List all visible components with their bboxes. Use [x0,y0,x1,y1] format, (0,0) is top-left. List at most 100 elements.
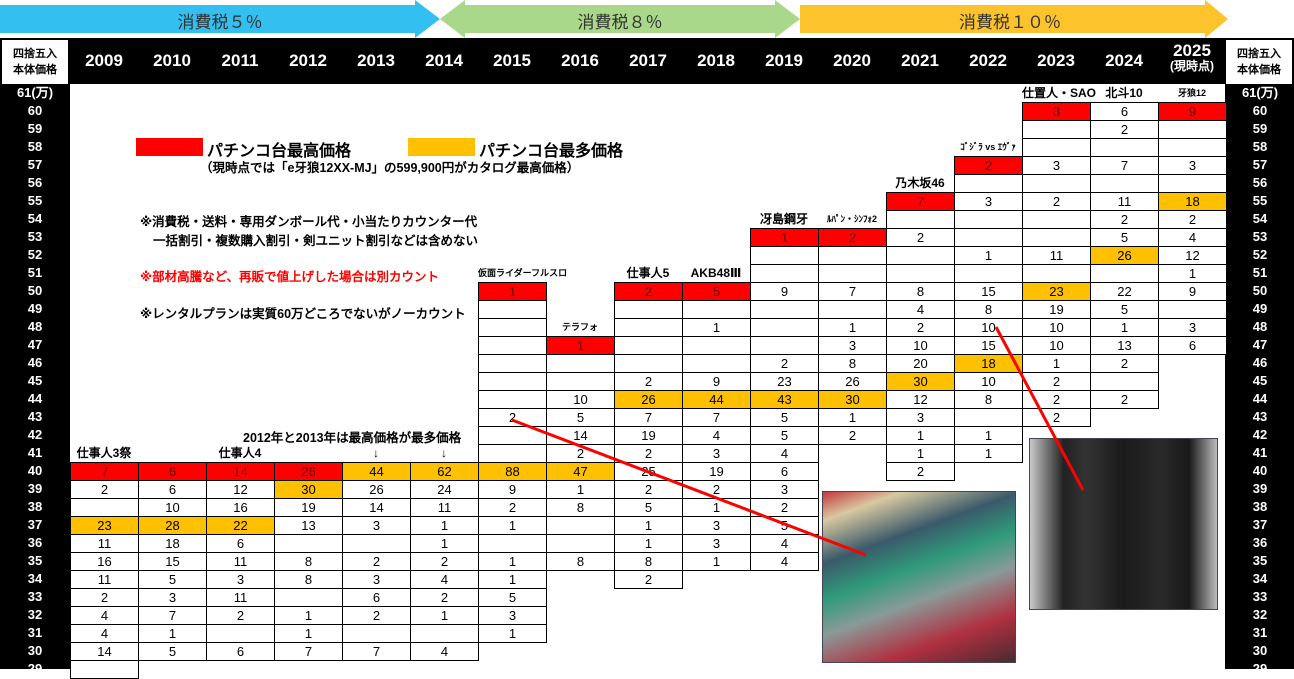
price-label: 45 [1252,373,1268,388]
year-header-2024: 2024 [1105,51,1143,70]
price-cell: 4 [750,552,819,571]
price-label: 52 [27,247,43,262]
price-label: 58 [27,139,43,154]
year-header-2010: 2010 [153,51,191,70]
price-cell: 23 [1022,282,1091,301]
price-cell: 16 [70,552,139,571]
price-label: 47 [1252,337,1268,352]
price-label: 39 [1252,481,1268,496]
machine-label: ↓ [441,446,447,460]
year-subtext: (現時点) [1170,59,1214,73]
price-label: 35 [1252,553,1268,568]
price-label: 60 [1252,103,1268,118]
price-label: 34 [27,571,43,586]
price-label: 30 [27,643,43,658]
price-label: 38 [27,499,43,514]
price-label: 37 [27,517,43,532]
price-label: 57 [1252,157,1268,172]
machine-label: AKB48Ⅲ [690,266,742,280]
year-header-2011: 2011 [221,51,259,70]
price-cell: 4 [1158,228,1227,247]
tax-5-arrow [0,0,440,38]
price-label: 38 [1252,499,1268,514]
price-cell: 11 [70,570,139,589]
legend-most-swatch [408,138,475,156]
price-cell: 2 [1090,390,1159,409]
price-cell: 12 [886,390,955,409]
exclusion-note-1: ※消費税・送料・専用ダンボール代・小当たりカウンター代 [140,215,478,229]
price-label: 55 [1252,193,1268,208]
price-label: 48 [27,319,43,334]
price-label: 60 [27,103,43,118]
machine-label: ↓ [373,446,379,460]
price-label: 49 [1252,301,1268,316]
price-cell: 11 [206,588,275,607]
price-label: 42 [1252,427,1268,442]
machine-label: ｺﾞｼﾞﾗ vs ｴｳﾞｧ [960,142,1016,152]
year-header-bar [0,38,1294,84]
price-label: 51 [1252,265,1268,280]
year-header-2014: 2014 [425,51,463,70]
price-label: 41 [27,445,43,460]
machine-label: 仕事人5 [626,266,670,280]
price-cell: 1 [478,624,547,643]
price-label: 32 [27,607,43,622]
price-label: 53 [1252,229,1268,244]
price-cell: 14 [206,462,275,481]
current-max-note: （現時点では「e牙狼12XX-MJ」の599,900円がカタログ最高価格） [200,161,580,175]
price-label: 43 [27,409,43,424]
year-header-2017: 2017 [629,51,667,70]
price-label: 44 [27,391,43,406]
row-header-line2: 本体価格 [1237,64,1281,76]
price-cell: 2 [614,570,683,589]
row-header-line1: 四捨五入 [13,48,57,60]
price-label: 57 [27,157,43,172]
row-header-right: 四捨五入 本体価格 [1226,40,1292,84]
price-label: 37 [1252,517,1268,532]
price-cell: 11 [70,534,139,553]
year-text: 2025 [1173,41,1211,60]
exclusion-note-2: 一括割引・複数購入割引・剣ユニット割引などは含めない [153,234,479,248]
price-label: 35 [27,553,43,568]
machine-label: 仕事人4 [218,446,262,460]
machine-label: 仮面ライダーフルスロ [478,268,568,278]
row-header-line1: 四捨五入 [1237,48,1281,60]
price-label: 61(万) [16,85,54,100]
price-label: 50 [27,283,43,298]
price-label: 55 [27,193,43,208]
legend-most-label: パチンコ台最多価格 [479,143,624,160]
machine-label: 仕事人3祭 [76,446,132,460]
tax-5-label: 消費税５％ [177,13,263,32]
price-cell: 8 [546,552,615,571]
price-label: 33 [27,589,43,604]
price-label: 32 [1252,607,1268,622]
year-header-2012: 2012 [289,51,327,70]
price-label: 51 [27,265,43,280]
year-header-2025: 2025 (現時点) [1158,38,1226,84]
row-header-left: 四捨五入 本体価格 [2,40,68,84]
year-header-2013: 2013 [357,51,395,70]
machine-label: 北斗10 [1105,86,1143,100]
price-cell: 6 [1158,336,1227,355]
pointer-line-2015 [511,418,867,557]
price-label: 48 [1252,319,1268,334]
price-cell: 11 [206,552,275,571]
price-label: 61(万) [1241,85,1279,100]
price-cell: 2 [1022,408,1091,427]
legend-max-swatch [136,138,203,156]
year-header-2016: 2016 [561,51,599,70]
price-label: 46 [1252,355,1268,370]
price-label: 33 [1252,589,1268,604]
price-label: 43 [1252,409,1268,424]
price-cell: 4 [410,642,479,661]
price-cell: 28 [138,516,207,535]
tax-8-arrow [440,0,800,38]
price-label: 56 [1252,175,1268,190]
same-price-note: 2012年と2013年は最高価格が最多価格 [243,431,462,445]
year-header-2019: 2019 [765,51,803,70]
machine-label: 乃木坂46 [895,176,945,190]
year-header-2018: 2018 [697,51,735,70]
price-label: 40 [27,463,43,478]
pointer-line-2022 [994,326,1085,491]
machine-label: ﾙﾊﾟﾝ・ｼﾝﾌｫ2 [826,214,877,224]
